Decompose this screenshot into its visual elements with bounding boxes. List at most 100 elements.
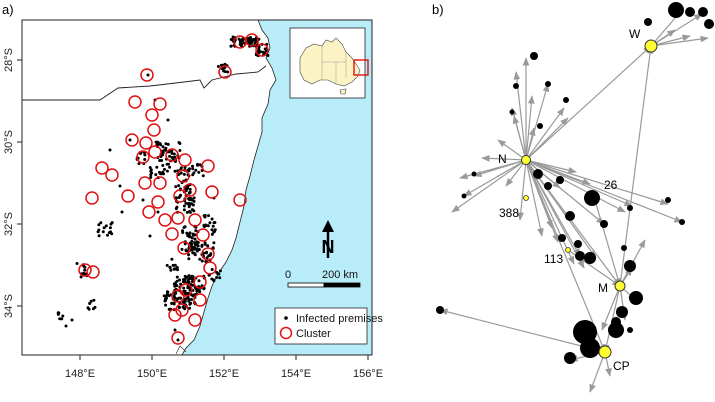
infected-premise: [203, 241, 207, 245]
infected-premise: [223, 70, 227, 74]
cluster-marker: [193, 275, 207, 289]
network-node: [533, 169, 543, 179]
infected-premise: [97, 228, 101, 232]
tasmania-outline: [339, 88, 347, 95]
infected-premise: [197, 248, 201, 251]
infected-premise: [171, 263, 175, 267]
cluster-marker: [218, 65, 232, 79]
infected-premise: [185, 275, 189, 279]
infected-premise: [193, 253, 197, 257]
network-edge: [525, 159, 633, 207]
network-node: [544, 182, 552, 190]
cluster-marker: [121, 189, 135, 203]
infected-premise: [215, 271, 219, 275]
cluster-marker: [175, 303, 189, 317]
network-edge: [650, 35, 709, 47]
infected-premise: [231, 35, 235, 39]
infected-premise: [110, 221, 114, 225]
infected-premise: [173, 155, 177, 159]
network-node: [584, 252, 596, 264]
infected-premise: [109, 230, 112, 234]
infected-premise: [184, 249, 188, 253]
network-node: [530, 52, 538, 60]
infected-premise: [168, 165, 172, 169]
infected-premise: [198, 290, 202, 294]
cluster-marker: [85, 191, 99, 205]
infected-premise: [194, 168, 198, 172]
infected-premise: [176, 297, 179, 301]
infected-premise: [64, 324, 68, 328]
cluster-marker: [165, 148, 179, 162]
infected-premise: [178, 149, 182, 152]
infected-premise: [154, 173, 158, 177]
network-node: [509, 109, 515, 115]
cluster-marker: [193, 293, 207, 307]
infected-premise: [205, 256, 209, 260]
infected-premise: [172, 152, 176, 156]
infected-premise: [187, 274, 191, 278]
infected-premise: [165, 169, 169, 173]
network-edge: [505, 159, 527, 187]
infected-premise: [183, 277, 187, 281]
cluster-marker: [177, 241, 191, 255]
infected-premise: [83, 265, 87, 269]
infected-premise: [182, 172, 186, 176]
infected-premise: [213, 221, 217, 224]
infected-premise: [257, 47, 261, 51]
infected-premise: [191, 275, 195, 279]
infected-premise: [262, 51, 266, 55]
infected-premise: [166, 118, 170, 122]
infected-premise: [58, 317, 62, 321]
scale-bar: 0 200 km: [285, 269, 361, 288]
infected-premise: [191, 251, 195, 255]
infected-premise: [179, 282, 183, 286]
network-edge: [525, 159, 544, 237]
infected-premise: [170, 149, 174, 153]
infected-premise: [188, 288, 192, 292]
infected-premise: [176, 338, 180, 342]
cluster-marker: [178, 153, 192, 167]
infected-premise: [108, 148, 112, 152]
network-node: [624, 260, 636, 272]
infected-premise: [197, 279, 201, 283]
infected-premise: [212, 241, 216, 245]
infected-premise: [194, 229, 198, 233]
infected-premise: [75, 262, 79, 265]
infected-premise: [198, 163, 202, 167]
infected-premise: [187, 205, 191, 209]
network-edges: [439, 9, 709, 393]
map-legend: Infected premises Cluster: [274, 307, 383, 345]
infected-premise: [205, 250, 209, 254]
infected-premise: [218, 276, 222, 280]
infected-premise: [183, 307, 187, 311]
network-node: [627, 205, 633, 211]
infected-premise: [185, 231, 189, 235]
infected-premise: [172, 302, 176, 306]
infected-premise: [102, 226, 106, 230]
network-edge: [451, 159, 527, 213]
infected-premise: [79, 275, 83, 279]
infected-premise: [248, 37, 252, 41]
cluster-marker: [201, 159, 215, 173]
highlighted-node: [614, 280, 626, 292]
cluster-marker: [140, 68, 154, 82]
infected-premise: [148, 166, 152, 169]
infected-premise: [91, 307, 95, 311]
network-edge: [525, 159, 606, 353]
infected-premise: [178, 142, 182, 145]
infected-premise: [208, 221, 212, 225]
network-node: [573, 320, 597, 344]
infected-premise: [210, 228, 214, 232]
node-label-113: 113: [544, 252, 563, 266]
infected-premise: [193, 237, 197, 241]
infected-premise: [92, 298, 96, 302]
highlighted-node: [521, 155, 531, 165]
network-node: [575, 251, 585, 261]
infected-premise: [86, 306, 90, 310]
y-tick-label: 34°S: [3, 294, 15, 318]
infected-premise: [183, 242, 187, 246]
infected-premise: [229, 38, 233, 41]
infected-premise: [104, 224, 108, 228]
cluster-marker: [233, 193, 247, 207]
infected-premise: [187, 191, 191, 195]
